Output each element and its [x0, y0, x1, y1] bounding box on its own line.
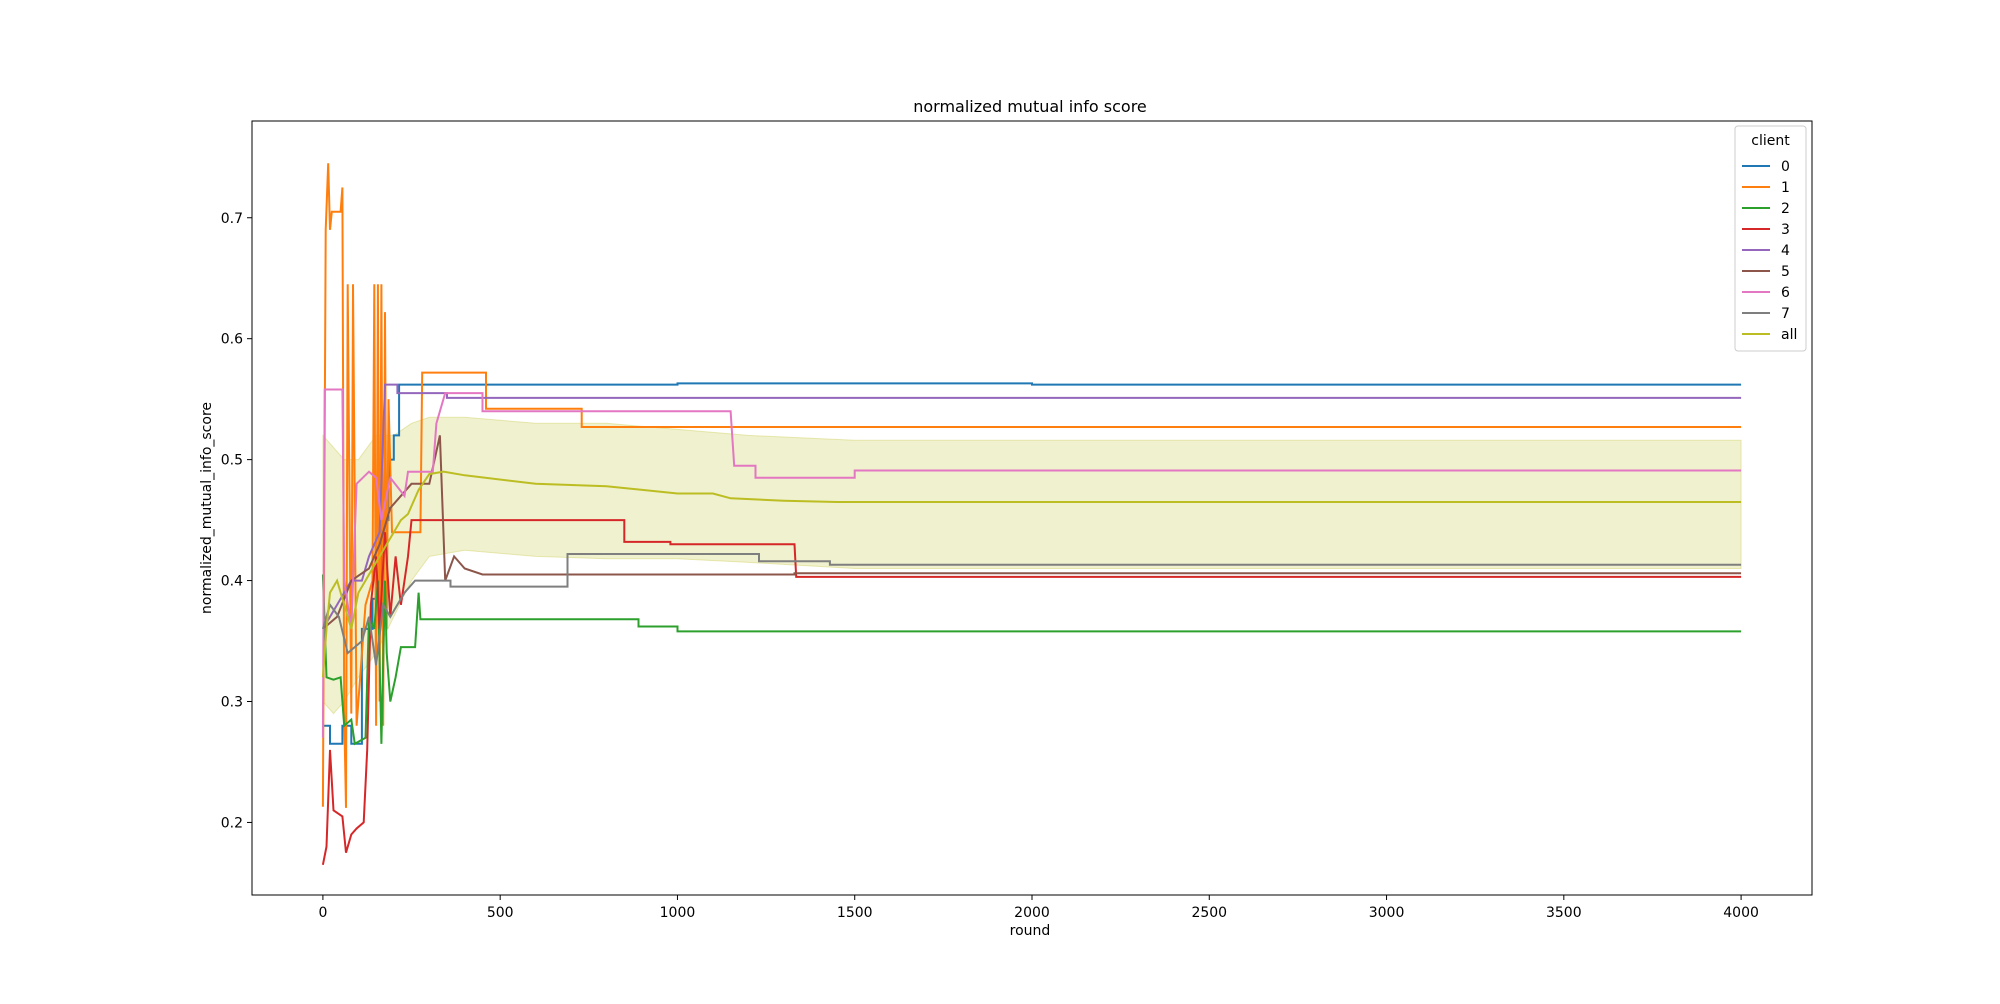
x-axis-label: round	[1010, 923, 1051, 939]
x-tick-label: 1000	[660, 905, 696, 921]
series-line-2	[321, 574, 1742, 746]
legend-label-0: 0	[1781, 159, 1790, 175]
x-tick-label: 2500	[1191, 905, 1227, 921]
legend-box	[1734, 125, 1807, 352]
legend-title: client	[1751, 133, 1790, 149]
legend-label-4: 4	[1781, 243, 1790, 259]
legend-label-all: all	[1781, 327, 1797, 343]
x-tick-label: 1500	[837, 905, 873, 921]
series-line-0	[322, 382, 1742, 745]
legend: client 0 1 2 3 4 5 6 7 all	[1734, 125, 1807, 352]
y-tick-label: 0.6	[221, 332, 243, 348]
series-line-all	[321, 470, 1742, 678]
x-tick-label: 500	[487, 905, 514, 921]
plot-area	[321, 163, 1742, 865]
legend-label-7: 7	[1781, 306, 1790, 322]
x-tick-label: 3000	[1369, 905, 1405, 921]
legend-label-3: 3	[1781, 222, 1790, 238]
legend-label-5: 5	[1781, 264, 1790, 280]
series-line-6	[321, 388, 1742, 738]
y-tick-label: 0.4	[221, 574, 243, 590]
series-line-7	[321, 553, 1742, 666]
x-tick-label: 4000	[1723, 905, 1759, 921]
y-tick-label: 0.2	[221, 815, 243, 831]
y-tick-label: 0.5	[221, 453, 243, 469]
y-tick-label: 0.7	[221, 211, 243, 227]
x-tick-label: 3500	[1546, 905, 1582, 921]
series-line-3	[321, 519, 1742, 865]
x-tick-label: 0	[318, 905, 327, 921]
x-tick-label: 2000	[1014, 905, 1050, 921]
series-line-1	[321, 163, 1742, 808]
y-tick-label: 0.3	[221, 695, 243, 711]
legend-label-2: 2	[1781, 201, 1790, 217]
axis-ticks: 0 500 1000 1500 2000 2500 3000 3500 4000 0.2 0.3 0.…	[221, 211, 1759, 921]
legend-label-1: 1	[1781, 180, 1790, 196]
legend-label-6: 6	[1781, 285, 1790, 301]
chart-title: normalized mutual info score	[913, 97, 1147, 116]
y-axis-label: normalized_mutual_info_score	[199, 402, 215, 614]
